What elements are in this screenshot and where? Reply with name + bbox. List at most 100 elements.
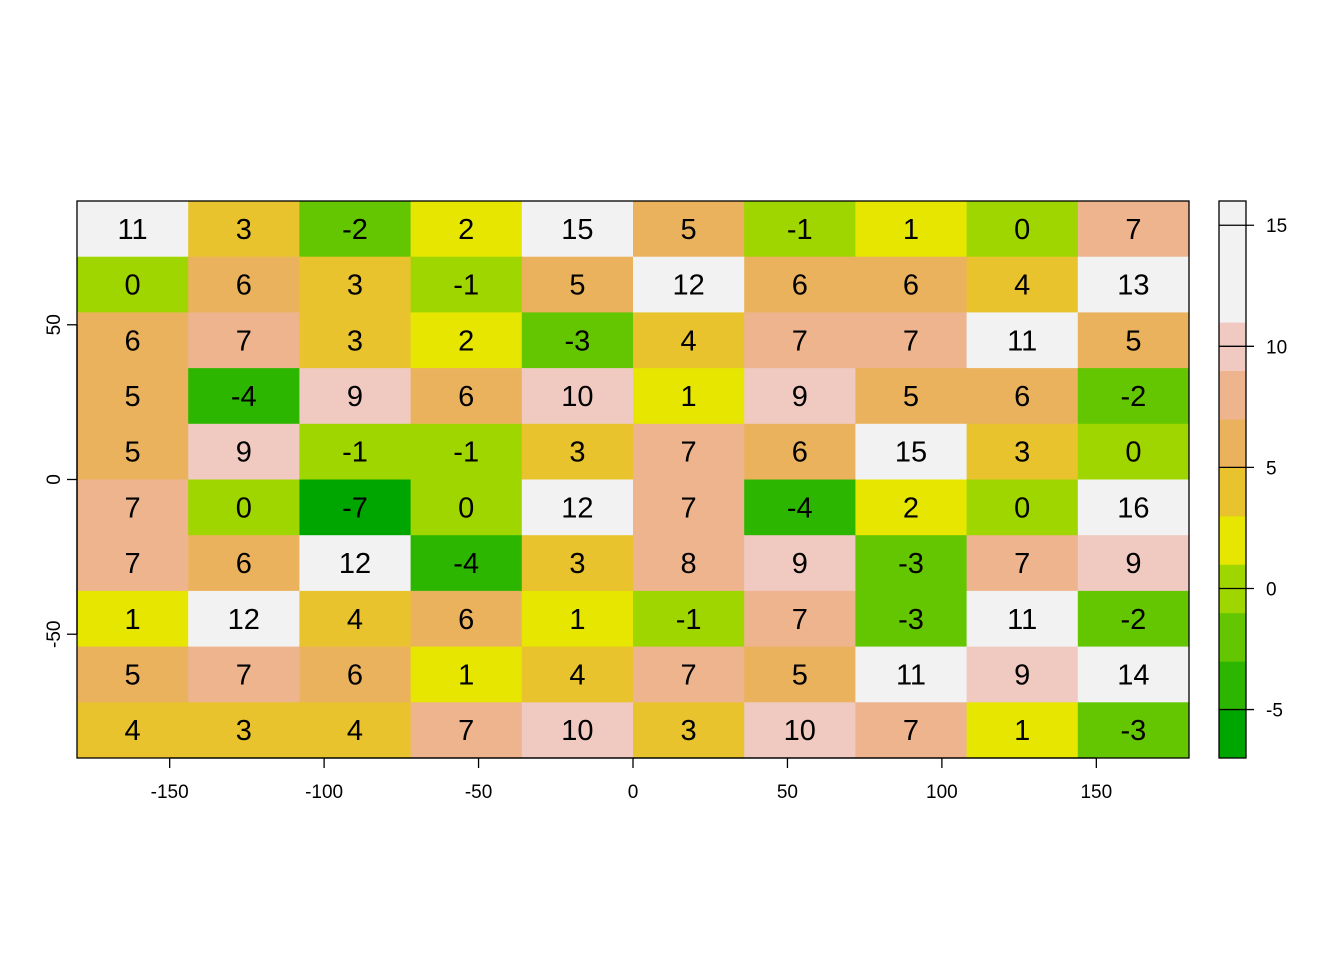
cell-value-label: 5 <box>569 270 585 302</box>
cell-value-label: 9 <box>792 381 808 413</box>
cell-value-label: 11 <box>118 214 148 246</box>
heatmap-cell <box>188 702 300 759</box>
heatmap-cell <box>1077 312 1190 369</box>
x-tick-label: 50 <box>777 782 798 803</box>
cell-value-label: 7 <box>125 492 141 524</box>
cell-value-label: 3 <box>236 715 252 747</box>
heatmap-cell <box>188 312 300 369</box>
heatmap-cell <box>966 201 1079 258</box>
heatmap-cell <box>299 590 412 648</box>
heatmap-cell <box>744 479 856 536</box>
cell-value-label: 3 <box>1014 437 1030 469</box>
heatmap-cell <box>966 702 1079 759</box>
heatmap-cell <box>633 646 745 703</box>
heatmap-cell <box>855 201 968 258</box>
cell-value-label: 9 <box>1014 659 1030 691</box>
cell-value-label: -7 <box>342 492 368 524</box>
cell-value-label: 10 <box>561 715 593 747</box>
cell-value-label: 6 <box>125 325 141 357</box>
cell-value-label: 9 <box>1125 548 1141 580</box>
heatmap-cell <box>744 201 856 258</box>
heatmap-cell <box>299 535 412 592</box>
cell-value-label: -1 <box>453 437 479 469</box>
cell-value-label: 6 <box>1014 381 1030 413</box>
cell-value-label: 7 <box>681 492 697 524</box>
y-axis: -50 0 50 <box>44 314 78 648</box>
heatmap-cell <box>521 646 634 703</box>
heatmap-cell <box>744 312 856 369</box>
heatmap-cell <box>521 590 634 648</box>
cell-value-label: 5 <box>125 381 141 413</box>
cell-value-label: 3 <box>569 548 585 580</box>
cell-value-label: 13 <box>1117 270 1149 302</box>
cell-value-label: 3 <box>569 437 585 469</box>
heatmap-cell <box>188 256 300 313</box>
cell-value-label: 1 <box>125 604 141 636</box>
heatmap-cell <box>855 423 968 480</box>
cell-value-label: 6 <box>458 604 474 636</box>
cell-value-label: 6 <box>236 270 252 302</box>
cell-value-label: 12 <box>672 270 704 302</box>
heatmap-cell <box>410 590 523 648</box>
cell-value-label: -4 <box>787 492 813 524</box>
y-tick-label: 50 <box>44 314 65 335</box>
cell-value-label: 5 <box>125 437 141 469</box>
cell-value-label: 5 <box>1125 325 1141 357</box>
heatmap-cell <box>633 479 745 536</box>
cell-value-label: 7 <box>458 715 474 747</box>
cell-value-label: 7 <box>236 659 252 691</box>
heatmap-cell <box>966 535 1079 592</box>
heatmap-cell <box>410 423 523 480</box>
cell-value-label: -3 <box>898 604 924 636</box>
cell-value-label: 6 <box>792 270 808 302</box>
cell-value-label: -4 <box>231 381 257 413</box>
heatmap-cell <box>77 201 189 258</box>
cell-labels: 11 3 -2 2 15 5 -1 1 0 70 6 3 -1 5 12 6 6 4 136 7 3 2 -3 4 7 7 11 55… <box>118 214 1150 747</box>
cell-value-label: 3 <box>236 214 252 246</box>
heatmap-cell <box>855 646 968 703</box>
heatmap-cell <box>410 535 523 592</box>
legend-tick-label: 0 <box>1266 579 1277 600</box>
heatmap-cell <box>966 590 1079 648</box>
cell-value-label: -3 <box>898 548 924 580</box>
cell-value-label: 2 <box>458 325 474 357</box>
cell-value-label: -3 <box>1121 715 1147 747</box>
cell-value-label: 4 <box>681 325 697 357</box>
cell-value-label: 7 <box>681 659 697 691</box>
heatmap-cell <box>633 590 745 648</box>
heatmap-cell <box>1077 646 1190 703</box>
heatmap-cell <box>188 535 300 592</box>
heatmap-cell <box>77 312 189 369</box>
cell-value-label: 9 <box>792 548 808 580</box>
heatmap-cell <box>299 312 412 369</box>
heatmap-cell <box>521 535 634 592</box>
heatmap-cell <box>855 479 968 536</box>
cell-value-label: 12 <box>561 492 593 524</box>
heatmap-cell <box>299 702 412 759</box>
heatmap-cell <box>855 256 968 313</box>
cell-value-label: -1 <box>342 437 368 469</box>
heatmap-cell <box>633 702 745 759</box>
heatmap-cell <box>410 479 523 536</box>
cell-value-label: 4 <box>569 659 585 691</box>
legend-tick-label: -5 <box>1266 701 1283 722</box>
heatmap-cell <box>744 256 856 313</box>
heatmap-cell <box>744 646 856 703</box>
x-tick-label: 100 <box>926 782 958 803</box>
cell-value-label: 7 <box>792 604 808 636</box>
cell-value-label: 0 <box>1014 214 1030 246</box>
legend-swatch <box>1219 709 1246 759</box>
cell-value-label: 3 <box>347 270 363 302</box>
heatmap-cell <box>410 368 523 425</box>
legend-tick-label: 10 <box>1266 337 1287 358</box>
legend-swatch <box>1219 418 1246 468</box>
heatmap-cell <box>855 312 968 369</box>
y-tick-label: -50 <box>44 620 65 647</box>
heatmap-cell <box>966 256 1079 313</box>
cell-value-label: 0 <box>125 270 141 302</box>
heatmap-cell <box>188 479 300 536</box>
heatmap-cell <box>633 368 745 425</box>
cell-value-label: -4 <box>453 548 479 580</box>
cell-value-label: 7 <box>1014 548 1030 580</box>
legend-swatch <box>1219 370 1246 420</box>
